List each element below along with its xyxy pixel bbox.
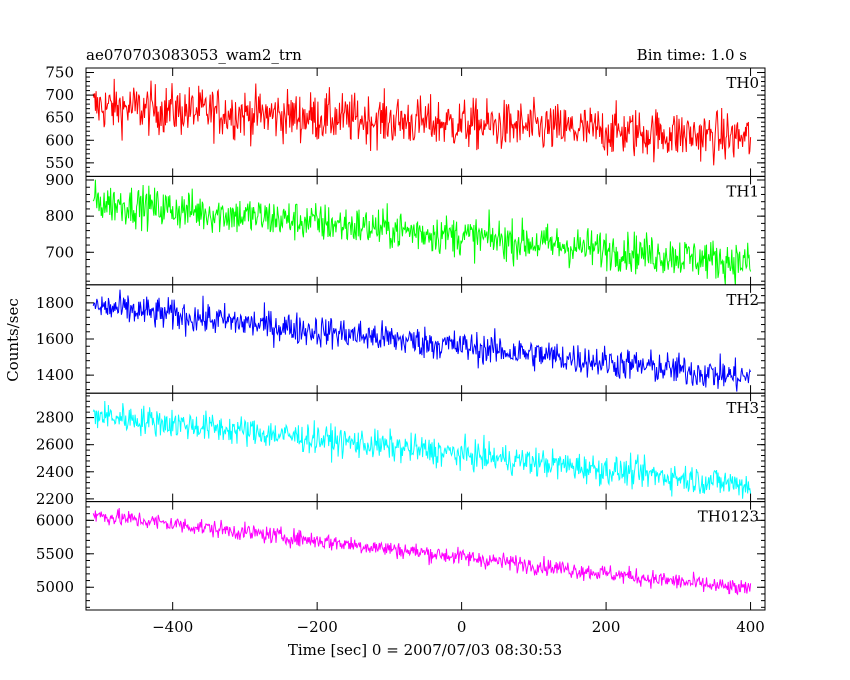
y-tick-label: 700 [45, 243, 74, 261]
y-tick-label: 800 [45, 207, 74, 225]
panel-label: TH2 [726, 291, 759, 309]
y-ticks: 700 800 900 [45, 171, 765, 285]
y-tick-label: 6000 [36, 511, 74, 529]
x-axis: −400 −200 0 200 400 [152, 618, 765, 636]
panel-th1: 700 800 900 TH1 [45, 171, 766, 286]
series-th3 [92, 400, 752, 499]
y-axis-label: Counts/sec [4, 298, 22, 382]
series-th1 [92, 179, 752, 285]
panel-th2: 1400 1600 1800 TH2 [36, 284, 766, 394]
y-tick-label: 2800 [36, 409, 74, 427]
y-tick-label: 600 [45, 131, 74, 149]
x-tick-label: 200 [592, 618, 621, 636]
y-tick-label: 5500 [36, 545, 74, 563]
series-th0123 [92, 507, 752, 596]
panel-th3: 2200 2400 2600 2800 TH3 [36, 392, 766, 508]
panels: 550 600 650 700 750 TH0 700 800 900 TH1 1400 1600 18… [36, 64, 766, 611]
y-tick-label: 2600 [36, 436, 74, 454]
y-tick-label: 2400 [36, 463, 74, 481]
y-ticks: 5000 5500 6000 [36, 501, 765, 610]
y-tick-label: 1600 [36, 330, 74, 348]
series-th2 [92, 289, 752, 392]
y-tick-label: 550 [45, 154, 74, 172]
bin-time-label: Bin time: 1.0 s [637, 46, 747, 64]
y-tick-label: 700 [45, 86, 74, 104]
panel-label: TH3 [726, 399, 759, 417]
y-tick-label: 5000 [36, 578, 74, 596]
y-tick-label: 1400 [36, 366, 74, 384]
panel-label: TH1 [726, 182, 759, 200]
x-tick-label: −400 [152, 618, 193, 636]
panel-label: TH0123 [698, 508, 759, 526]
y-ticks: 1400 1600 1800 [36, 284, 765, 394]
x-tick-label: 400 [736, 618, 765, 636]
x-tick-label: 0 [457, 618, 467, 636]
y-tick-label: 650 [45, 109, 74, 127]
y-tick-label: 2200 [36, 490, 74, 508]
y-tick-label: 750 [45, 64, 74, 82]
y-ticks: 550 600 650 700 750 [45, 64, 765, 177]
x-axis-label: Time [sec] 0 = 2007/07/03 08:30:53 [288, 641, 562, 659]
series-th0 [92, 78, 752, 166]
y-tick-label: 900 [45, 171, 74, 189]
panel-th0123: 5000 5500 6000 TH0123 [36, 501, 766, 611]
panel-label: TH0 [726, 74, 759, 92]
y-tick-label: 1800 [36, 294, 74, 312]
panel-th0: 550 600 650 700 750 TH0 [45, 64, 766, 177]
y-ticks: 2200 2400 2600 2800 [36, 393, 765, 508]
panel-frame [85, 501, 766, 611]
x-tick-label: −200 [297, 618, 338, 636]
chart-title: ae070703083053_wam2_trn [86, 46, 302, 64]
